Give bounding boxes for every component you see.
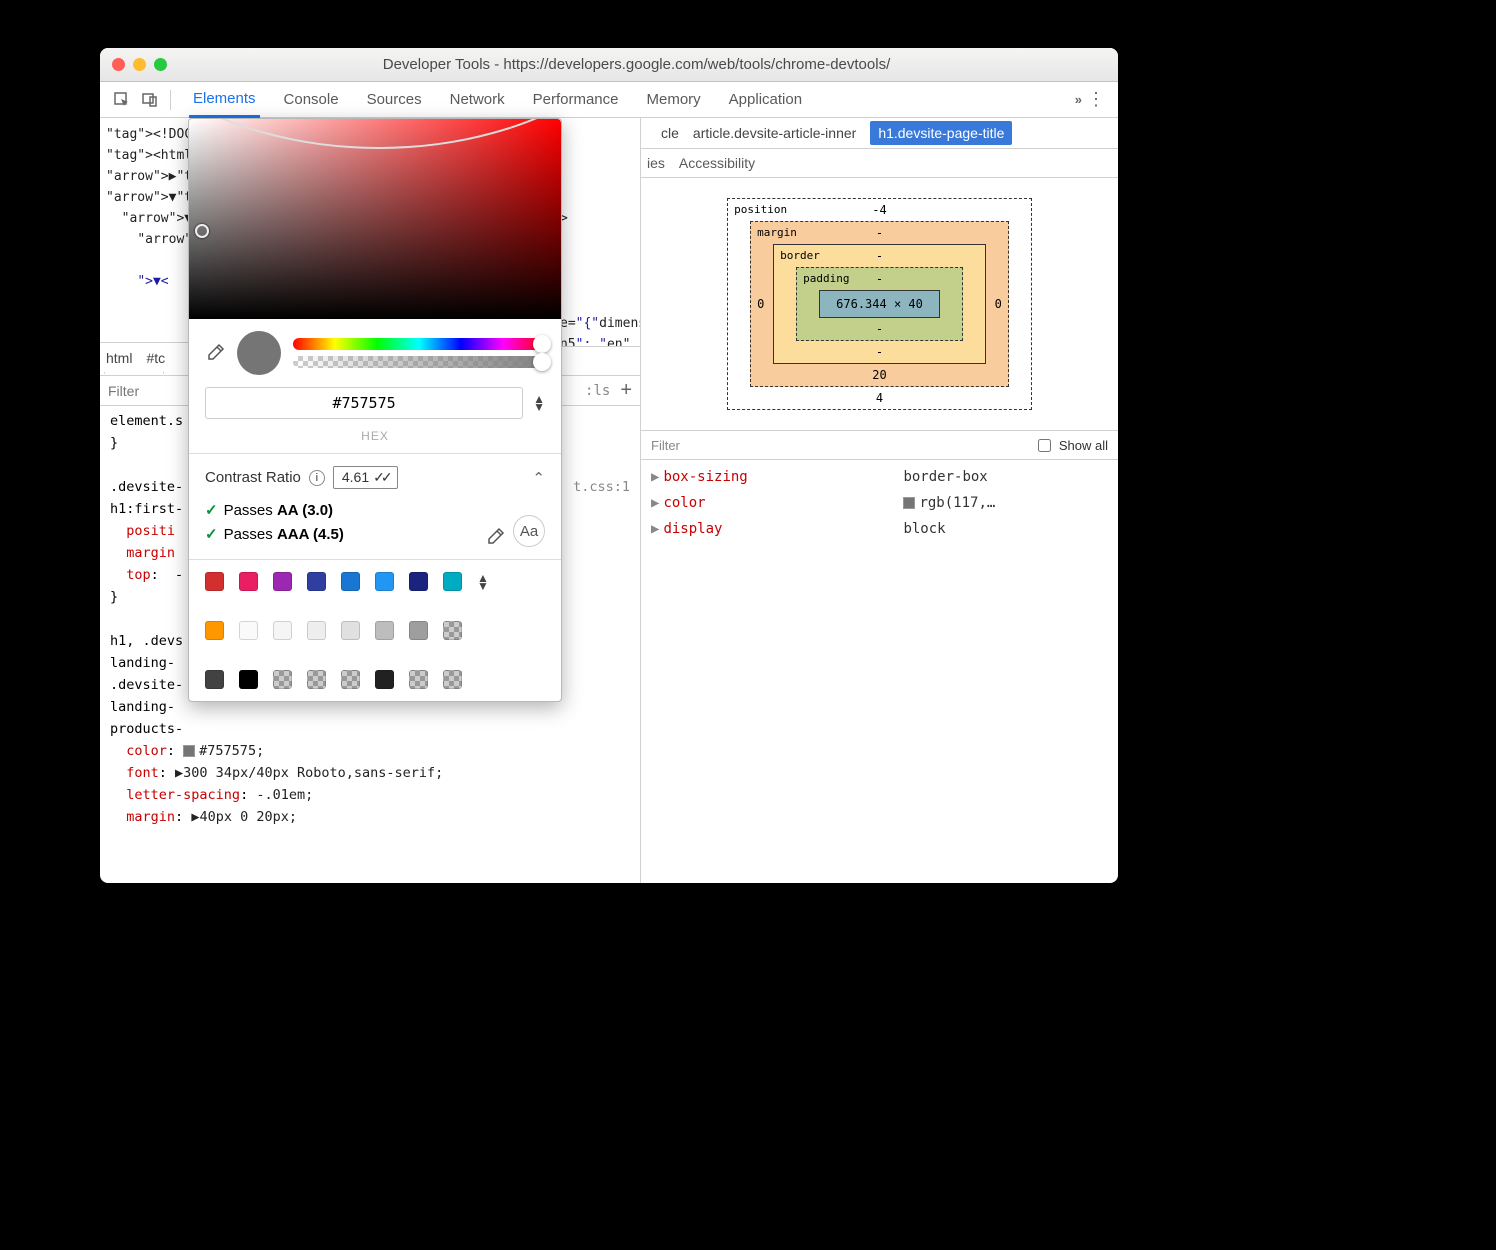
- computed-tab[interactable]: ies: [647, 155, 665, 171]
- swatch[interactable]: [273, 572, 292, 591]
- hue-slider[interactable]: [293, 338, 545, 350]
- titlebar: Developer Tools - https://developers.goo…: [100, 48, 1118, 82]
- device-icon[interactable]: [136, 86, 164, 114]
- color-gradient[interactable]: [189, 119, 561, 319]
- computed-list[interactable]: ▶box-sizingborder-box▶colorrgb(117,…▶dis…: [641, 460, 1118, 546]
- tab-console[interactable]: Console: [280, 83, 343, 116]
- tab-network[interactable]: Network: [446, 83, 509, 116]
- hue-thumb[interactable]: [533, 335, 551, 353]
- panel-tabs: Elements Console Sources Network Performance…: [189, 82, 1075, 118]
- styles-filter-input[interactable]: [108, 383, 168, 399]
- color-picker: ▲▼ HEX Contrast Ratio i 4.61✓✓ ⌃ ✓Passes…: [188, 118, 562, 702]
- color-preview: [237, 331, 281, 375]
- pass-aa: ✓Passes AA (3.0): [205, 499, 344, 523]
- toolbar: Elements Console Sources Network Performance…: [100, 82, 1118, 118]
- swatch[interactable]: [341, 572, 360, 591]
- contrast-label: Contrast Ratio: [205, 469, 301, 486]
- window-title: Developer Tools - https://developers.goo…: [167, 56, 1106, 73]
- info-icon[interactable]: i: [309, 470, 325, 486]
- breadcrumbs-left: html #tc: [100, 342, 190, 372]
- maximize-window[interactable]: [154, 58, 167, 71]
- tab-sources[interactable]: Sources: [363, 83, 426, 116]
- minimize-window[interactable]: [133, 58, 146, 71]
- swatch[interactable]: [341, 670, 360, 689]
- computed-row[interactable]: ▶colorrgb(117,…: [651, 490, 1108, 516]
- crumb[interactable]: cle: [661, 125, 679, 141]
- menu-icon[interactable]: ⋮: [1082, 89, 1110, 110]
- swatch[interactable]: [205, 572, 224, 591]
- devtools-window: Developer Tools - https://developers.goo…: [100, 48, 1118, 883]
- palette-stepper[interactable]: ▲▼: [477, 574, 489, 590]
- pass-aaa: ✓Passes AAA (4.5): [205, 523, 344, 547]
- right-panel: cle article.devsite-article-inner h1.dev…: [640, 118, 1118, 883]
- swatch[interactable]: [375, 621, 394, 640]
- swatch[interactable]: [341, 621, 360, 640]
- crumb[interactable]: #tc: [146, 350, 165, 366]
- swatch[interactable]: [273, 670, 292, 689]
- swatch[interactable]: [205, 621, 224, 640]
- swatch[interactable]: [205, 670, 224, 689]
- show-all-label: Show all: [1059, 438, 1108, 453]
- tab-elements[interactable]: Elements: [189, 82, 260, 118]
- swatch[interactable]: [273, 621, 292, 640]
- computed-tabs: ies Accessibility: [641, 148, 1118, 178]
- swatch[interactable]: [239, 670, 258, 689]
- swatch[interactable]: [239, 572, 258, 591]
- swatch[interactable]: [375, 572, 394, 591]
- swatch[interactable]: [443, 670, 462, 689]
- show-all-checkbox[interactable]: [1038, 439, 1051, 452]
- computed-filterbar: Filter Show all: [641, 430, 1118, 460]
- hov-toggle[interactable]: :ls: [585, 383, 610, 399]
- computed-filter-label[interactable]: Filter: [651, 438, 1030, 453]
- color-palette: ▲▼: [189, 559, 561, 701]
- close-window[interactable]: [112, 58, 125, 71]
- collapse-icon[interactable]: ⌃: [532, 469, 545, 487]
- crumb[interactable]: article.devsite-article-inner: [693, 125, 856, 141]
- tab-application[interactable]: Application: [725, 83, 806, 116]
- new-rule[interactable]: +: [620, 379, 632, 402]
- contrast-value: 4.61✓✓: [333, 466, 398, 489]
- left-panel: "tag"><!DOCTY "tag"><html l "arrow">▶"ta…: [100, 118, 640, 883]
- alpha-slider[interactable]: [293, 356, 545, 368]
- computed-row[interactable]: ▶box-sizingborder-box: [651, 464, 1108, 490]
- swatch[interactable]: [375, 670, 394, 689]
- hex-label: HEX: [189, 429, 561, 453]
- hex-input[interactable]: [205, 387, 523, 419]
- box-content: 676.344 × 40: [819, 290, 940, 318]
- tab-performance[interactable]: Performance: [529, 83, 623, 116]
- swatch[interactable]: [307, 670, 326, 689]
- swatch[interactable]: [443, 572, 462, 591]
- crumb[interactable]: html: [106, 350, 132, 366]
- aa-toggle[interactable]: Aa: [513, 515, 545, 547]
- gradient-cursor[interactable]: [195, 224, 209, 238]
- alpha-thumb[interactable]: [533, 353, 551, 371]
- box-model[interactable]: position -4 4 margin - 20 0 0 border - -: [641, 178, 1118, 430]
- eyedropper-icon[interactable]: [205, 343, 225, 363]
- swatch[interactable]: [307, 572, 326, 591]
- swatch[interactable]: [409, 572, 428, 591]
- format-stepper[interactable]: ▲▼: [533, 395, 545, 411]
- computed-row[interactable]: ▶displayblock: [651, 516, 1108, 542]
- traffic-lights: [112, 58, 167, 71]
- more-tabs-icon[interactable]: »: [1075, 92, 1082, 107]
- contrast-eyedropper-icon[interactable]: [485, 527, 505, 547]
- swatch[interactable]: [443, 621, 462, 640]
- accessibility-tab[interactable]: Accessibility: [679, 155, 755, 171]
- crumb-active[interactable]: h1.devsite-page-title: [870, 121, 1012, 145]
- swatch[interactable]: [307, 621, 326, 640]
- swatch[interactable]: [409, 621, 428, 640]
- tab-memory[interactable]: Memory: [643, 83, 705, 116]
- breadcrumbs[interactable]: cle article.devsite-article-inner h1.dev…: [641, 118, 1118, 148]
- swatch[interactable]: [239, 621, 258, 640]
- swatch[interactable]: [409, 670, 428, 689]
- inspect-icon[interactable]: [108, 86, 136, 114]
